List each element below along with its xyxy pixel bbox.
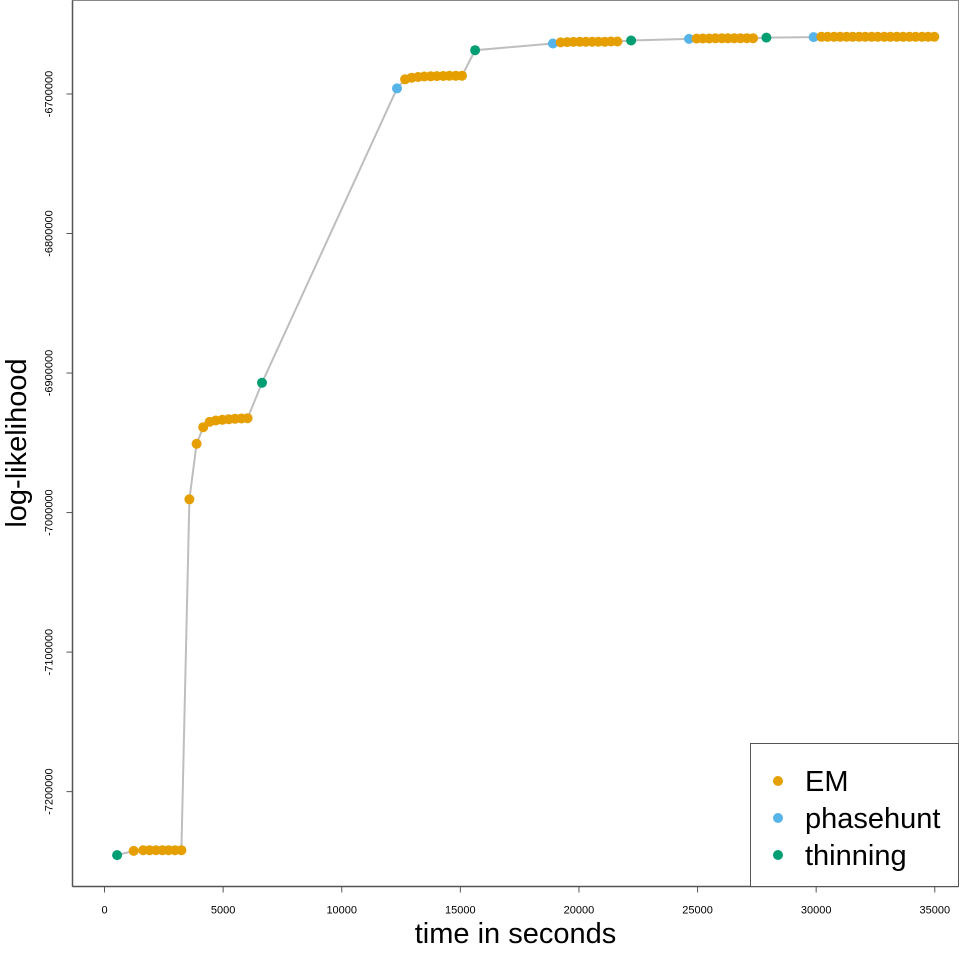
data-point-phasehunt <box>684 33 694 44</box>
legend-label-thinning: thinning <box>805 840 907 872</box>
y-axis: -6700000 -6800000 -6900000 -7000000 -7100000… <box>44 0 74 887</box>
x-tick-label: 30000 <box>801 905 832 917</box>
legend-marker-thinning <box>773 850 783 860</box>
data-point-EM <box>457 70 467 81</box>
data-point-phasehunt <box>547 38 558 49</box>
data-point-EM <box>176 845 187 856</box>
legend-box <box>750 743 959 887</box>
y-tick-label: -6800000 <box>44 210 56 257</box>
x-tick-label: 15000 <box>445 905 476 917</box>
data-point-EM <box>929 31 940 42</box>
data-point-thinning <box>112 850 123 861</box>
y-tick-label: -7100000 <box>44 629 56 676</box>
data-point-EM <box>748 33 759 44</box>
data-point-EM <box>191 438 202 449</box>
data-point-EM <box>128 845 139 856</box>
y-axis-title: log-likelihood <box>1 358 33 527</box>
y-tick-label: -6900000 <box>44 350 56 397</box>
data-point-thinning <box>626 35 637 46</box>
data-point-EM <box>184 494 195 505</box>
y-tick-label: -6700000 <box>44 71 56 118</box>
x-tick-label: 25000 <box>682 905 713 917</box>
legend-marker-phasehunt <box>773 813 783 823</box>
data-point-EM <box>242 413 253 424</box>
data-point-thinning <box>470 45 481 56</box>
x-tick-label: 35000 <box>919 905 950 917</box>
legend-label-phasehunt: phasehunt <box>805 803 940 835</box>
x-axis-title: time in seconds <box>415 918 617 950</box>
data-point-phasehunt <box>392 83 402 94</box>
x-tick-label: 5000 <box>211 905 235 917</box>
x-tick-label: 0 <box>101 905 107 917</box>
x-tick-label: 10000 <box>326 905 357 917</box>
likelihood-trace-line <box>116 35 935 857</box>
data-point-phasehunt <box>808 32 819 43</box>
legend-label-em: EM <box>805 766 849 798</box>
legend: EM phasehunt thinning <box>750 743 959 887</box>
data-point-thinning <box>257 377 267 388</box>
data-point-thinning <box>761 32 772 43</box>
y-tick-label: -7000000 <box>44 489 56 536</box>
x-axis: 0 5000 10000 15000 20000 25000 30000 35000 <box>72 885 959 917</box>
data-points <box>112 31 940 861</box>
x-tick-label: 20000 <box>564 905 595 917</box>
legend-marker-em <box>773 776 783 786</box>
y-tick-label: -7200000 <box>44 768 56 815</box>
data-point-EM <box>612 36 623 47</box>
